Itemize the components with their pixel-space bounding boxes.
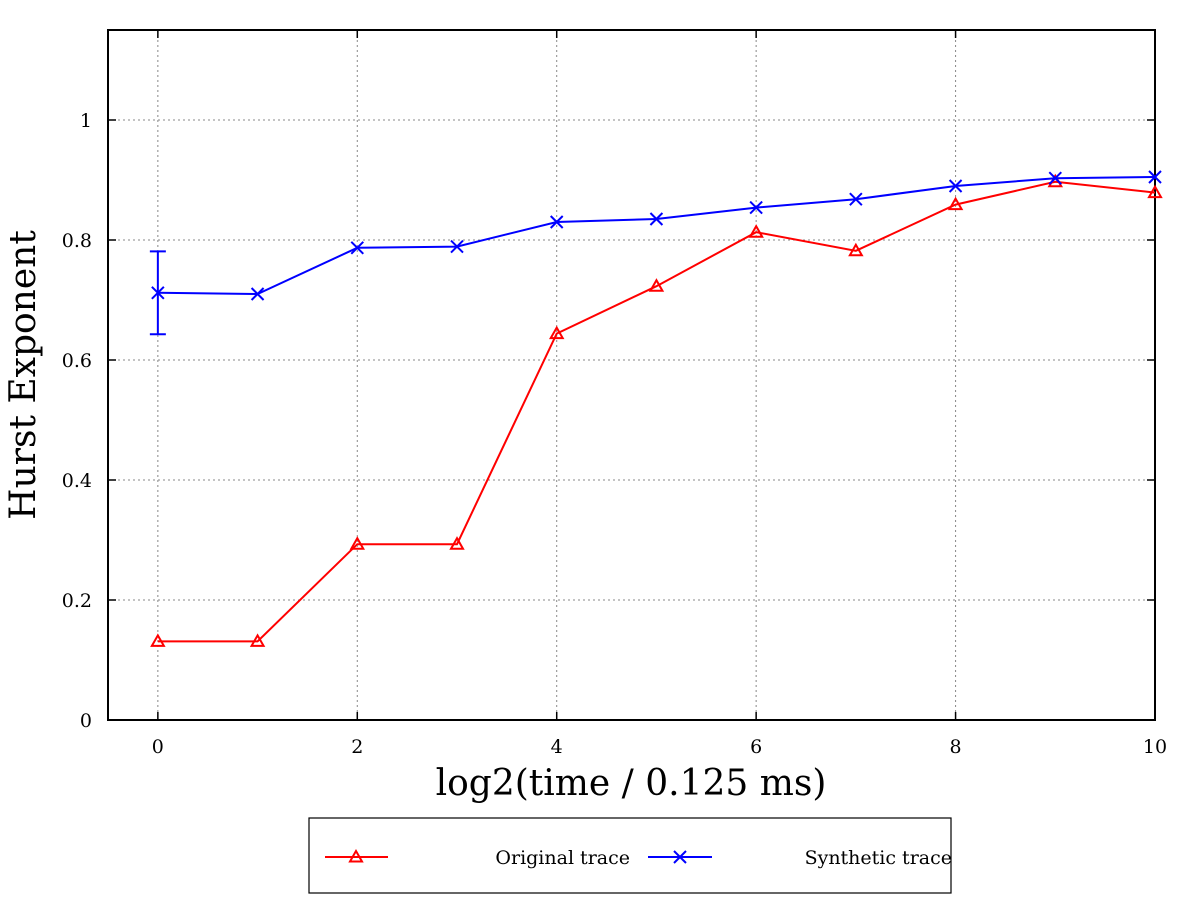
data-point-synthetic-trace: [350, 241, 364, 255]
data-point-original-trace: [748, 224, 764, 238]
grid-lines: [108, 30, 1155, 720]
x-tick-label: 2: [351, 736, 363, 758]
data-point-original-trace: [848, 242, 864, 257]
data-point-original-trace: [947, 196, 964, 211]
data-point-synthetic-trace: [151, 286, 165, 300]
data-point-original-trace: [648, 278, 665, 292]
data-point-synthetic-trace: [948, 179, 963, 193]
series-line-synthetic-trace: [157, 176, 1156, 296]
legend-marker-original-trace: [348, 848, 364, 863]
data-point-synthetic-trace: [649, 212, 664, 226]
y-tick-label: 0.6: [62, 350, 92, 372]
data-point-original-trace: [449, 536, 465, 550]
y-axis-title: Hurst Exponent: [3, 230, 44, 520]
x-tick-label: 4: [551, 736, 563, 758]
data-point-synthetic-trace: [450, 239, 464, 254]
x-tick-label: 6: [750, 736, 762, 758]
y-tick-label: 0.2: [62, 590, 92, 612]
data-point-synthetic-trace: [749, 200, 763, 215]
series-original-trace: [150, 173, 1163, 647]
plot-frame: [107, 29, 1156, 721]
y-tick-label: 0.8: [62, 230, 92, 252]
axis-ticks: 0 2 4 6 8 10 0 0.2 0.4 0.6 0.8 1: [62, 30, 1167, 758]
data-point-original-trace: [548, 325, 565, 340]
series-layer: [149, 170, 1163, 647]
data-point-synthetic-trace: [1048, 171, 1062, 185]
legend-label-synthetic-trace: Synthetic trace: [805, 847, 952, 869]
x-tick-label: 8: [950, 736, 962, 758]
legend-box: [308, 817, 952, 894]
y-tick-label: 0.4: [62, 470, 92, 492]
data-point-synthetic-trace: [550, 215, 564, 229]
data-point-original-trace: [1147, 184, 1163, 199]
legend: Original trace Synthetic trace: [308, 817, 952, 894]
data-point-synthetic-trace: [1148, 170, 1162, 184]
data-point-original-trace: [150, 633, 166, 647]
legend-marker-synthetic-trace: [673, 850, 687, 864]
y-tick-label: 1: [80, 110, 92, 132]
series-synthetic-trace: [149, 170, 1162, 336]
x-tick-label: 0: [152, 736, 164, 758]
x-axis-title: log2(time / 0.125 ms): [436, 763, 827, 804]
series-line-original-trace: [157, 180, 1156, 643]
x-tick-label: 10: [1143, 736, 1167, 758]
y-tick-label: 0: [80, 710, 92, 732]
legend-label-original-trace: Original trace: [495, 847, 630, 869]
data-point-synthetic-trace: [849, 192, 863, 206]
data-point-original-trace: [249, 633, 266, 647]
data-point-original-trace: [349, 536, 366, 550]
data-point-synthetic-trace: [250, 287, 265, 301]
